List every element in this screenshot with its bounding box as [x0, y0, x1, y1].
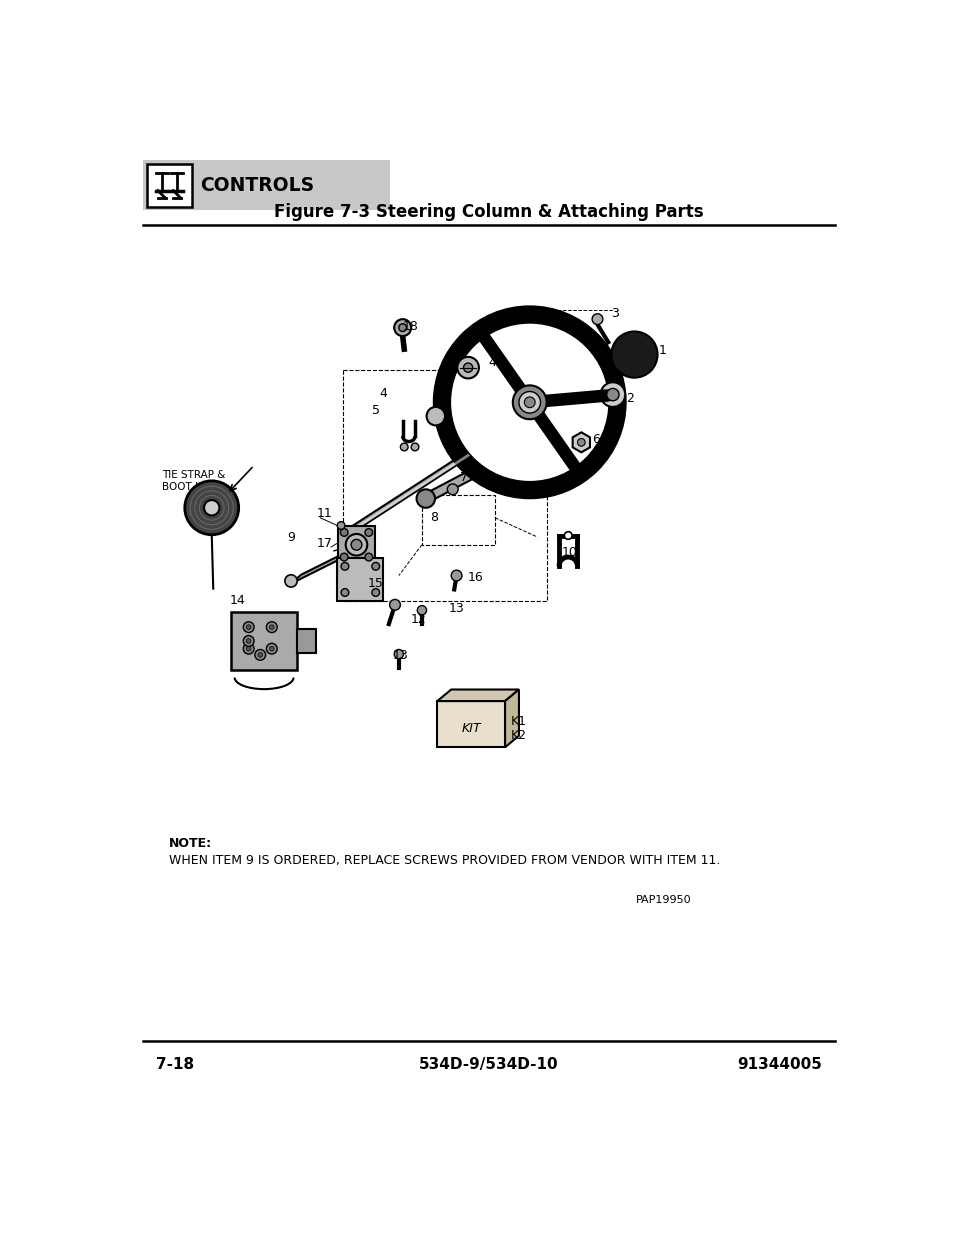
- Circle shape: [266, 643, 277, 655]
- Circle shape: [489, 451, 508, 469]
- Text: 7: 7: [460, 472, 468, 484]
- Circle shape: [592, 314, 602, 325]
- Text: 11: 11: [316, 506, 332, 520]
- Circle shape: [606, 389, 618, 401]
- Circle shape: [451, 571, 461, 580]
- Bar: [421, 495, 495, 545]
- Text: 13: 13: [449, 603, 464, 615]
- Polygon shape: [436, 689, 518, 701]
- Circle shape: [340, 553, 348, 561]
- Circle shape: [426, 406, 444, 425]
- Text: 2: 2: [625, 391, 633, 405]
- Text: 12: 12: [410, 613, 426, 626]
- Bar: [337, 526, 375, 563]
- Circle shape: [336, 521, 345, 530]
- Bar: [436, 701, 504, 747]
- Circle shape: [345, 534, 367, 556]
- Text: 4: 4: [379, 387, 387, 400]
- Circle shape: [394, 319, 411, 336]
- Circle shape: [400, 443, 408, 451]
- Text: 17: 17: [316, 537, 332, 550]
- Circle shape: [246, 646, 251, 651]
- Text: WHEN ITEM 9 IS ORDERED, REPLACE SCREWS PROVIDED FROM VENDOR WITH ITEM 11.: WHEN ITEM 9 IS ORDERED, REPLACE SCREWS P…: [170, 853, 720, 867]
- Circle shape: [577, 438, 584, 446]
- Circle shape: [600, 383, 624, 406]
- Circle shape: [257, 652, 262, 657]
- Circle shape: [254, 650, 265, 661]
- Text: KIT: KIT: [461, 721, 480, 735]
- Circle shape: [456, 357, 478, 378]
- Circle shape: [411, 443, 418, 451]
- Bar: [296, 630, 315, 652]
- Circle shape: [518, 391, 540, 412]
- Text: NOTE:: NOTE:: [170, 837, 213, 851]
- Circle shape: [389, 599, 400, 610]
- Circle shape: [246, 638, 251, 643]
- Circle shape: [372, 562, 379, 571]
- Circle shape: [243, 643, 253, 655]
- Polygon shape: [572, 432, 589, 452]
- Text: 16: 16: [468, 572, 483, 584]
- Text: 91344005: 91344005: [737, 1057, 821, 1072]
- Circle shape: [450, 324, 608, 482]
- Circle shape: [340, 529, 348, 536]
- Text: 1: 1: [659, 345, 666, 357]
- Text: 10: 10: [560, 546, 577, 559]
- Circle shape: [204, 500, 219, 515]
- Circle shape: [513, 385, 546, 419]
- Circle shape: [341, 589, 349, 597]
- Bar: [343, 370, 547, 601]
- Circle shape: [185, 480, 238, 535]
- Circle shape: [416, 489, 435, 508]
- Circle shape: [394, 650, 403, 658]
- Text: 13: 13: [393, 650, 408, 662]
- Text: 6: 6: [592, 432, 599, 446]
- Bar: [336, 558, 383, 600]
- Circle shape: [365, 529, 373, 536]
- Text: TIE STRAP &
BOOT KIT: TIE STRAP & BOOT KIT: [161, 471, 225, 492]
- Text: K1: K1: [510, 715, 526, 729]
- Circle shape: [447, 484, 457, 495]
- Text: 9: 9: [287, 531, 294, 543]
- Text: Figure 7-3 Steering Column & Attaching Parts: Figure 7-3 Steering Column & Attaching P…: [274, 204, 703, 221]
- Circle shape: [365, 553, 373, 561]
- Text: 5: 5: [372, 404, 379, 416]
- Circle shape: [266, 621, 277, 632]
- Text: 3: 3: [610, 308, 618, 320]
- Polygon shape: [345, 421, 514, 537]
- Circle shape: [246, 625, 251, 630]
- Circle shape: [341, 562, 349, 571]
- Text: 18: 18: [402, 320, 418, 333]
- Text: 534D-9/534D-10: 534D-9/534D-10: [418, 1057, 558, 1072]
- Circle shape: [463, 363, 473, 372]
- Circle shape: [351, 540, 361, 550]
- Bar: [143, 159, 389, 210]
- Circle shape: [398, 324, 406, 331]
- Circle shape: [372, 589, 379, 597]
- Text: CONTROLS: CONTROLS: [200, 177, 314, 195]
- Text: 14: 14: [229, 594, 245, 608]
- Circle shape: [564, 531, 572, 540]
- Circle shape: [524, 396, 535, 408]
- Text: K2: K2: [510, 729, 526, 742]
- Circle shape: [416, 605, 426, 615]
- Text: 7-18: 7-18: [156, 1057, 194, 1072]
- Circle shape: [285, 574, 297, 587]
- Circle shape: [269, 625, 274, 630]
- Polygon shape: [420, 452, 503, 506]
- Circle shape: [243, 636, 253, 646]
- Polygon shape: [290, 552, 347, 584]
- Polygon shape: [504, 689, 518, 747]
- Text: 15: 15: [368, 577, 383, 590]
- Text: PAP19950: PAP19950: [636, 895, 691, 905]
- Circle shape: [243, 621, 253, 632]
- Bar: [147, 163, 192, 206]
- Circle shape: [611, 331, 657, 378]
- Circle shape: [433, 306, 625, 499]
- Circle shape: [269, 646, 274, 651]
- Text: 8: 8: [429, 511, 437, 525]
- Bar: [232, 613, 296, 669]
- Text: 4: 4: [488, 356, 496, 369]
